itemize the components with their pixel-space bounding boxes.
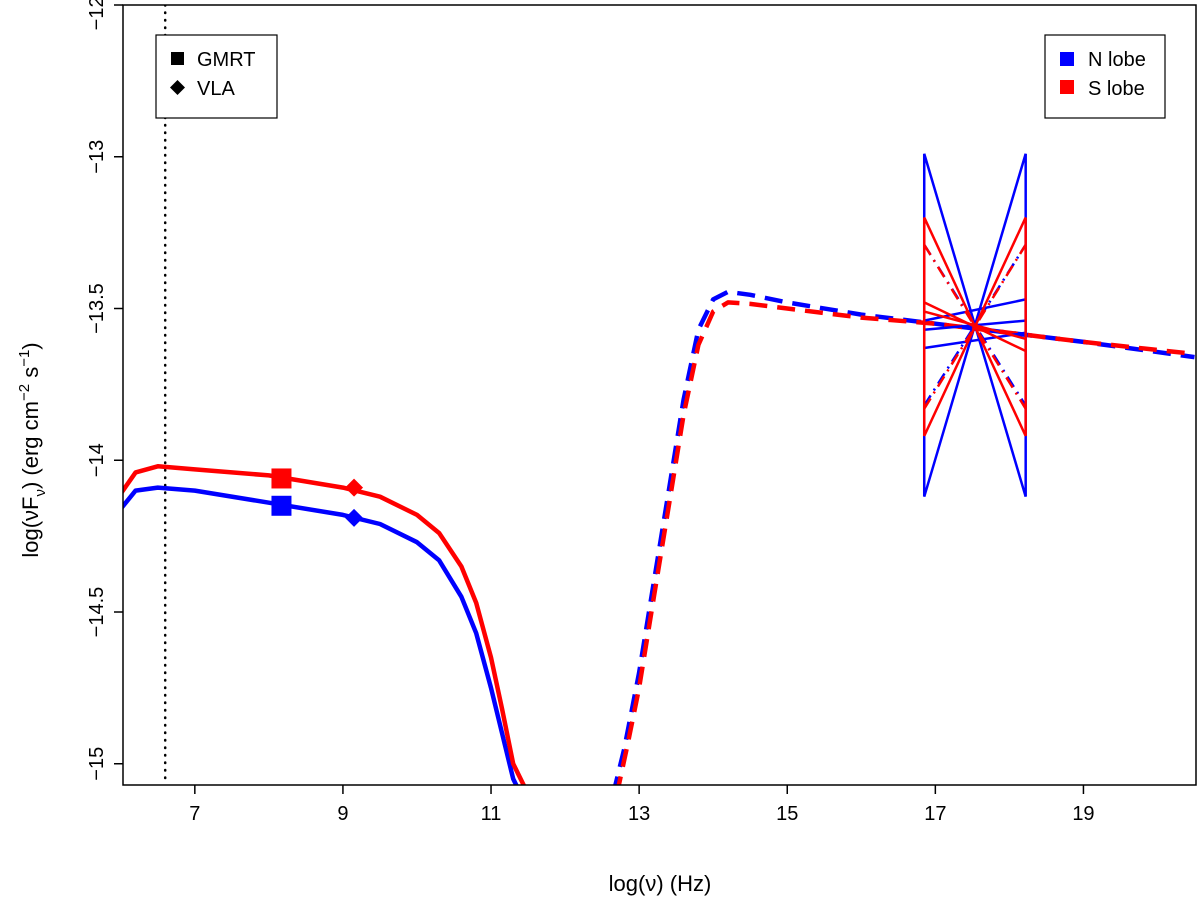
x-tick-label-9: 9	[337, 803, 348, 825]
x-tick-label-11: 11	[481, 803, 502, 825]
legend-instruments: GMRT VLA	[155, 34, 278, 119]
x-axis-label: log(ν) (Hz)	[609, 871, 712, 896]
y-label-s: s	[18, 367, 43, 384]
series-line-s-sync	[123, 464, 527, 785]
y-label-units: ) (erg cm	[18, 401, 43, 489]
legend-square-marker	[171, 52, 184, 65]
legend-lobes-box	[1044, 34, 1166, 119]
legend-diamond-marker	[170, 80, 185, 95]
y-tick-label-3: −14	[86, 443, 108, 477]
y-label-close: )	[18, 342, 43, 349]
plot-frame	[122, 4, 1197, 786]
series-line-n-ic	[613, 289, 1195, 785]
point-s-vla	[345, 478, 364, 497]
bowtie-s-pivot	[974, 323, 979, 328]
y-label-sup2: −1	[16, 350, 33, 367]
x-tick-label-15: 15	[776, 803, 798, 825]
y-tick-label-4: −14.5	[86, 587, 108, 638]
legend-n-lobe-label: N lobe	[1088, 49, 1146, 71]
series-line-n-sync	[123, 485, 519, 785]
legend-lobes: N lobe S lobe	[1044, 34, 1166, 119]
data-points-layer	[271, 468, 364, 527]
y-label-sup1: −2	[16, 384, 33, 401]
legend-s-lobe-label: S lobe	[1088, 78, 1145, 100]
axes-layer: 7 9 11 13 15 17 19 −12.5 −13 −13.5 −14 −14.5 −15	[86, 0, 1197, 825]
y-tick-label-1: −13	[86, 140, 108, 174]
legend-s-lobe-swatch	[1060, 80, 1074, 94]
legend-instruments-box	[155, 34, 278, 119]
x-tick-label-17: 17	[924, 803, 946, 825]
point-s-gmrt	[271, 468, 292, 489]
point-n-vla	[345, 508, 364, 527]
x-tick-label-19: 19	[1072, 803, 1094, 825]
y-label-main: log(νF	[18, 497, 43, 558]
curves-layer	[123, 5, 1195, 785]
legend-gmrt-label: GMRT	[197, 49, 256, 71]
y-axis-label: log(νFν) (erg cm−2 s−1)	[16, 342, 49, 557]
x-tick-label-7: 7	[189, 803, 200, 825]
y-tick-label-2: −13.5	[86, 283, 108, 334]
xray-bowtie-layer	[922, 153, 1027, 498]
y-tick-label-5: −15	[86, 747, 108, 781]
point-n-gmrt	[271, 495, 292, 516]
legend-n-lobe-swatch	[1060, 52, 1074, 66]
y-label-sub: ν	[32, 489, 49, 497]
y-tick-label-0: −12.5	[86, 0, 108, 30]
legend-vla-label: VLA	[197, 78, 235, 100]
x-tick-label-13: 13	[628, 803, 650, 825]
series-line-s-ic	[616, 300, 1195, 785]
